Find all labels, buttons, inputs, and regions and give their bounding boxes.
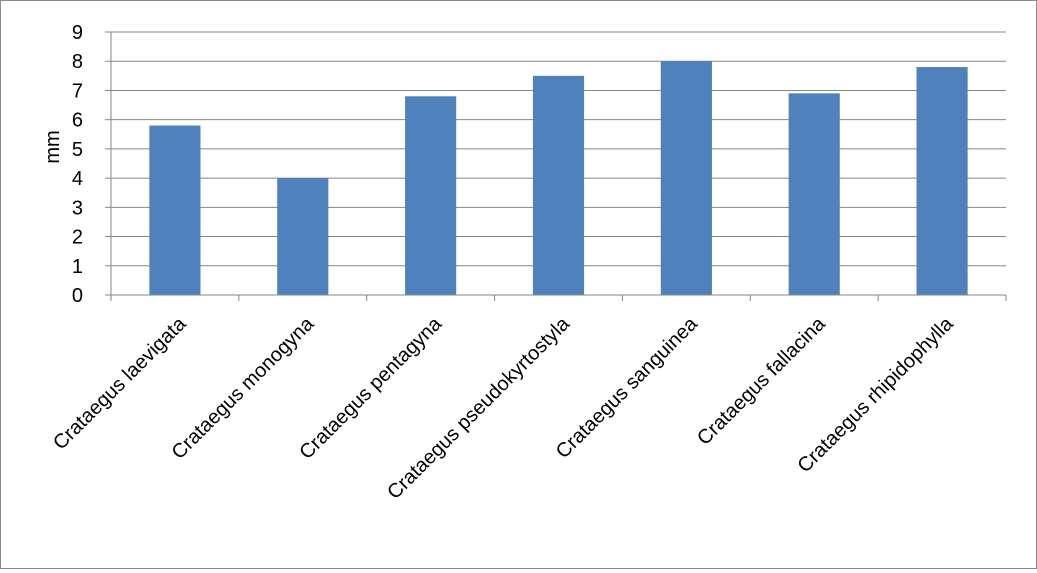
bar xyxy=(277,178,329,295)
y-axis-label: mm xyxy=(42,130,64,163)
y-tick-labels: 0 1 2 3 4 5 6 7 8 9 xyxy=(72,22,83,307)
bar xyxy=(916,67,968,295)
x-tick-label: Crataegus pentagyna xyxy=(295,312,446,463)
y-tick-label: 2 xyxy=(72,227,83,249)
y-tick-label: 1 xyxy=(72,256,83,278)
y-tick-label: 7 xyxy=(72,80,83,102)
y-tick-label: 3 xyxy=(72,197,83,219)
axes xyxy=(105,31,1007,301)
x-tick-label: Crataegus laevigata xyxy=(49,312,191,454)
bar xyxy=(405,96,457,296)
y-tick-label: 9 xyxy=(72,22,83,44)
y-tick-label: 4 xyxy=(72,168,83,190)
x-tick-label: Crataegus sanguinea xyxy=(552,312,703,463)
bar xyxy=(660,61,712,295)
bar xyxy=(788,93,840,295)
bar xyxy=(149,125,201,295)
x-tick-label: Crataegus monogyna xyxy=(168,312,319,463)
bar xyxy=(532,75,585,295)
y-tick-label: 0 xyxy=(72,285,83,307)
y-tick-label: 6 xyxy=(72,110,83,132)
y-tick-label: 8 xyxy=(72,51,83,73)
x-tick-label: Crataegus fallacina xyxy=(693,312,830,449)
bars xyxy=(149,61,968,296)
y-tick-label: 5 xyxy=(72,139,83,161)
